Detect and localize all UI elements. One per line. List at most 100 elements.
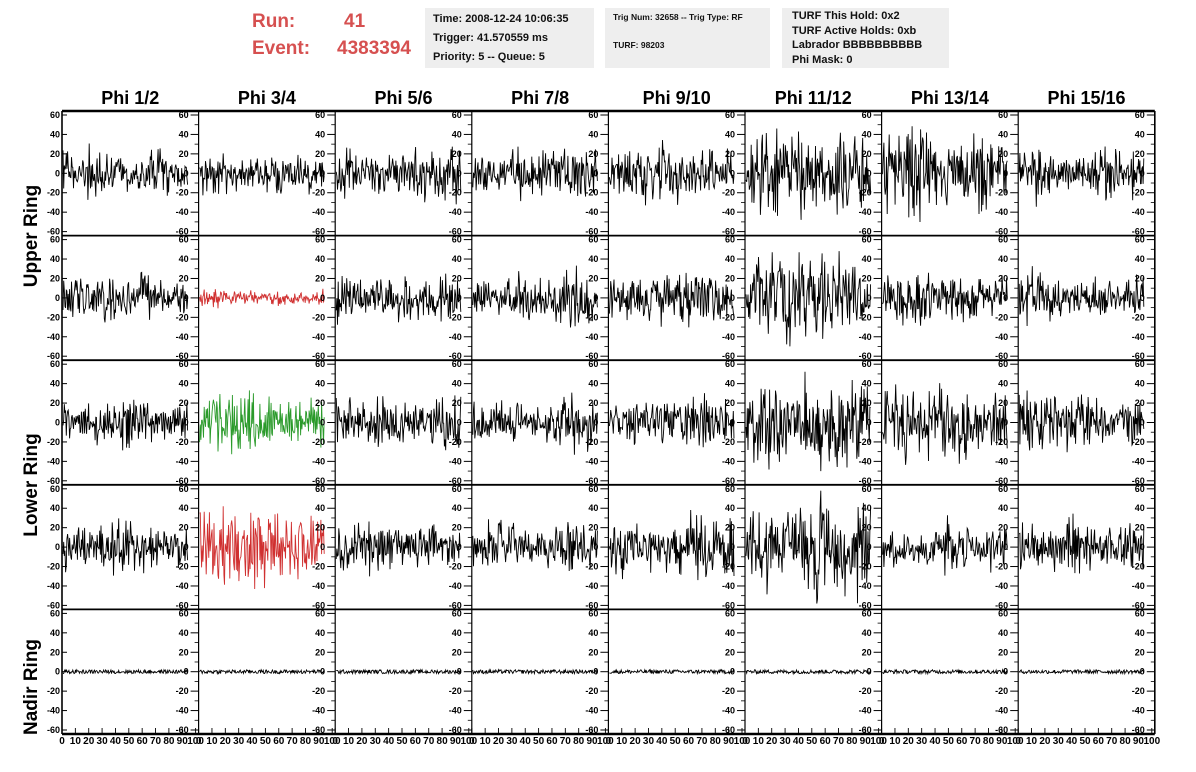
y-tick-label: 0 xyxy=(55,542,60,552)
y-tick-label: -40 xyxy=(449,207,462,217)
x-tick-label: 10 xyxy=(343,736,355,747)
y-tick-label: 60 xyxy=(315,235,325,245)
waveform-trace xyxy=(62,518,189,576)
y-tick-label: 0 xyxy=(867,168,872,178)
y-tick-label: 20 xyxy=(179,398,189,408)
y-tick-label: 60 xyxy=(315,484,325,494)
y-tick-label: -60 xyxy=(176,600,189,610)
y-tick-label: 60 xyxy=(315,110,325,120)
x-tick-label: 10 xyxy=(889,736,901,747)
column-label: Phi 13/14 xyxy=(911,88,989,108)
y-tick-label: -20 xyxy=(722,686,735,696)
y-tick-label: -40 xyxy=(312,456,325,466)
y-tick-label: 0 xyxy=(457,418,462,428)
waveform-trace xyxy=(882,515,1008,576)
y-tick-label: 60 xyxy=(1135,235,1145,245)
y-tick-label: 0 xyxy=(1140,667,1145,677)
y-tick-label: -40 xyxy=(312,207,325,217)
y-tick-label: -20 xyxy=(585,312,598,322)
y-tick-label: -20 xyxy=(995,312,1008,322)
y-tick-label: -60 xyxy=(449,600,462,610)
y-tick-label: -40 xyxy=(47,581,60,591)
waveform-trace xyxy=(62,668,189,675)
y-tick-label: 0 xyxy=(55,418,60,428)
x-tick-label: 100 xyxy=(597,736,614,747)
x-tick-label: 30 xyxy=(1053,736,1065,747)
y-tick-label: 60 xyxy=(50,484,60,494)
y-tick-label: -20 xyxy=(859,437,872,447)
y-tick-label: -60 xyxy=(722,227,735,237)
y-tick-label: 20 xyxy=(50,523,60,533)
trigger-text: Trigger: 41.570559 ms xyxy=(433,32,548,44)
y-tick-label: -40 xyxy=(722,207,735,217)
x-tick-label: 60 xyxy=(410,736,422,747)
y-tick-label: 0 xyxy=(730,293,735,303)
y-tick-label: 40 xyxy=(179,628,189,638)
x-tick-label: 10 xyxy=(616,736,628,747)
x-tick-label: 20 xyxy=(493,736,505,747)
x-tick-label: 80 xyxy=(1120,736,1132,747)
waveform-trace xyxy=(882,272,1008,326)
x-tick-label: 10 xyxy=(480,736,492,747)
y-tick-label: -40 xyxy=(995,207,1008,217)
y-tick-label: -20 xyxy=(995,437,1008,447)
waveform-trace xyxy=(608,393,735,448)
x-tick-label: 40 xyxy=(246,736,258,747)
column-label: Phi 3/4 xyxy=(238,88,296,108)
y-tick-label: 0 xyxy=(55,168,60,178)
x-tick-label: 100 xyxy=(324,736,341,747)
y-tick-label: 40 xyxy=(50,254,60,264)
x-tick-label: 100 xyxy=(1007,736,1024,747)
waveform-trace xyxy=(199,390,325,455)
phi-mask-text: Phi Mask: 0 xyxy=(792,53,853,66)
y-tick-label: -60 xyxy=(1132,476,1145,486)
y-tick-label: 60 xyxy=(1135,110,1145,120)
y-tick-label: 40 xyxy=(315,254,325,264)
y-tick-label: 20 xyxy=(452,149,462,159)
y-tick-label: 40 xyxy=(588,628,598,638)
y-tick-label: 40 xyxy=(588,379,598,389)
y-tick-label: -20 xyxy=(47,437,60,447)
x-tick-label: 80 xyxy=(437,736,449,747)
y-tick-label: 20 xyxy=(588,523,598,533)
y-tick-label: 0 xyxy=(730,542,735,552)
y-tick-label: -60 xyxy=(47,725,60,735)
y-tick-label: 0 xyxy=(1003,667,1008,677)
y-tick-label: 60 xyxy=(725,359,735,369)
y-tick-label: 60 xyxy=(452,608,462,618)
y-tick-label: -20 xyxy=(722,562,735,572)
y-tick-label: -60 xyxy=(995,476,1008,486)
y-tick-label: -40 xyxy=(312,332,325,342)
y-tick-label: 40 xyxy=(179,379,189,389)
y-tick-label: 60 xyxy=(179,608,189,618)
column-label: Phi 7/8 xyxy=(511,88,569,108)
event-label: Event: xyxy=(252,38,311,59)
y-tick-label: -40 xyxy=(722,706,735,716)
x-tick-label: 90 xyxy=(860,736,872,747)
y-tick-label: -20 xyxy=(47,188,60,198)
trig-info-box: Trig Num: 32658 -- Trig Type: RF TURF: 9… xyxy=(605,8,770,68)
y-tick-label: -40 xyxy=(176,706,189,716)
y-tick-label: 20 xyxy=(998,398,1008,408)
x-tick-label: 10 xyxy=(753,736,765,747)
y-tick-label: 40 xyxy=(179,503,189,513)
y-tick-label: -20 xyxy=(449,437,462,447)
x-tick-label: 40 xyxy=(656,736,668,747)
x-tick-label: 10 xyxy=(70,736,82,747)
y-tick-label: 20 xyxy=(315,149,325,159)
y-tick-label: 40 xyxy=(588,254,598,264)
y-tick-label: 0 xyxy=(1003,293,1008,303)
column-label: Phi 1/2 xyxy=(101,88,159,108)
y-tick-label: -40 xyxy=(176,581,189,591)
x-tick-label: 30 xyxy=(643,736,655,747)
y-tick-label: 0 xyxy=(184,542,189,552)
y-tick-label: 60 xyxy=(1135,359,1145,369)
y-tick-label: 0 xyxy=(320,418,325,428)
x-tick-label: 30 xyxy=(916,736,928,747)
x-tick-label: 40 xyxy=(520,736,532,747)
y-tick-label: 20 xyxy=(315,647,325,657)
y-tick-label: 20 xyxy=(50,398,60,408)
y-tick-label: -20 xyxy=(1132,686,1145,696)
x-tick-label: 80 xyxy=(163,736,175,747)
